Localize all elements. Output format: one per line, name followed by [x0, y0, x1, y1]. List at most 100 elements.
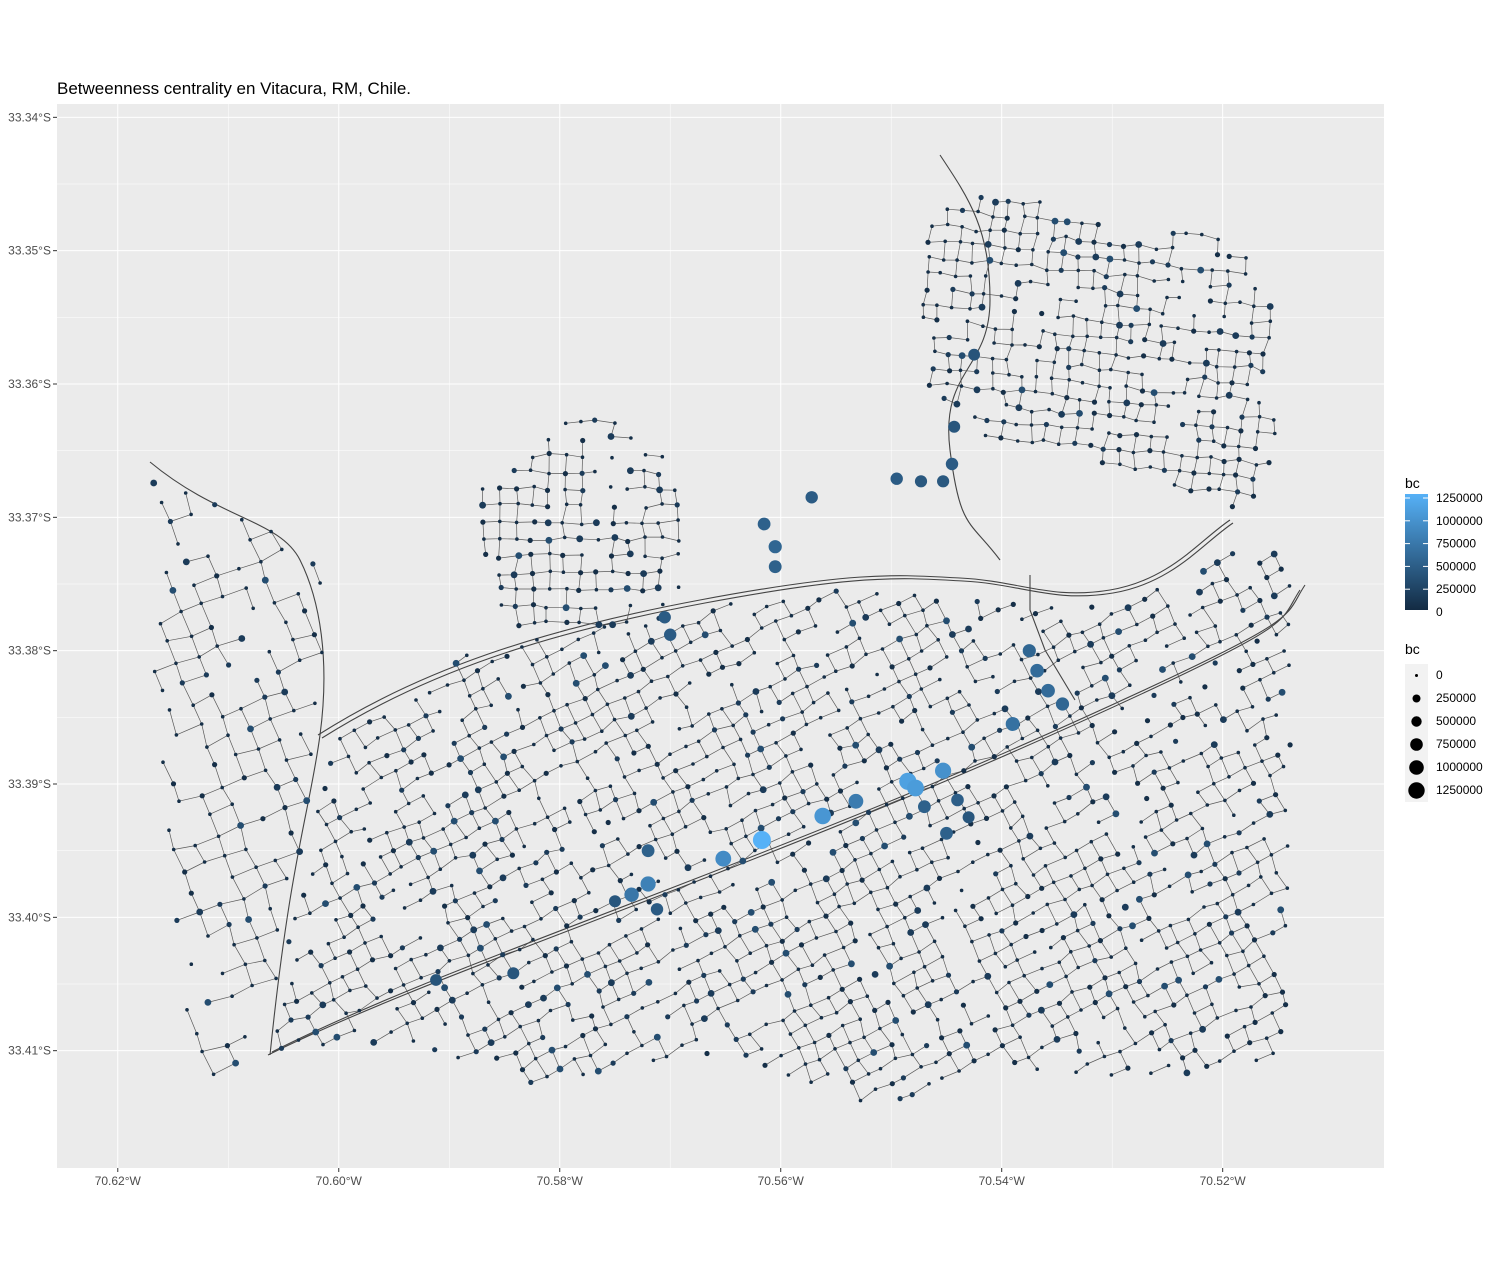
street-node — [1139, 388, 1146, 394]
street-node — [532, 979, 536, 984]
street-node — [984, 417, 990, 424]
street-node — [591, 829, 597, 835]
street-node — [623, 696, 627, 700]
street-node — [636, 844, 642, 850]
street-node — [1170, 230, 1176, 236]
street-node — [701, 631, 709, 639]
street-node — [696, 739, 701, 744]
street-node — [500, 753, 507, 761]
street-node — [518, 1024, 522, 1029]
street-node — [971, 979, 975, 984]
street-node — [823, 913, 829, 919]
highlight-nodes — [430, 348, 1070, 986]
street-node — [1035, 215, 1040, 220]
street-node — [477, 944, 484, 952]
y-axis: 33.34°S33.35°S33.36°S33.37°S33.38°S33.39… — [8, 110, 57, 1058]
street-node — [626, 550, 634, 558]
street-node — [950, 286, 956, 292]
size-legend-label: 500000 — [1436, 714, 1476, 728]
street-node — [245, 916, 253, 923]
street-node — [838, 830, 843, 834]
street-node — [901, 993, 906, 998]
street-node — [1041, 438, 1046, 442]
street-node — [926, 270, 930, 274]
street-node — [617, 878, 623, 884]
street-edge-group — [154, 492, 323, 1075]
street-node — [367, 760, 371, 765]
high-bc-node — [715, 850, 732, 867]
street-node — [1120, 243, 1127, 249]
street-node — [1241, 949, 1245, 954]
street-node — [1116, 321, 1123, 329]
street-node — [797, 1046, 801, 1050]
street-node — [1244, 923, 1250, 929]
street-node — [625, 487, 629, 491]
size-legend-title: bc — [1405, 641, 1420, 657]
street-node — [976, 801, 980, 805]
street-node — [248, 538, 252, 542]
street-node — [814, 662, 820, 669]
street-node — [919, 687, 924, 691]
street-node — [678, 926, 683, 931]
street-node — [1246, 963, 1251, 968]
street-node — [1249, 1005, 1253, 1009]
street-node — [628, 603, 633, 608]
street-node — [1221, 472, 1226, 477]
street-node — [578, 503, 583, 507]
street-node — [1222, 314, 1226, 319]
street-node — [1071, 314, 1076, 318]
street-node — [580, 437, 586, 444]
street-node — [862, 1035, 866, 1040]
street-node — [1028, 279, 1033, 284]
street-node — [1090, 684, 1094, 688]
street-node — [282, 1002, 287, 1007]
street-node — [764, 983, 769, 988]
street-node — [919, 649, 924, 653]
street-node — [1074, 690, 1080, 696]
street-node — [171, 847, 176, 852]
street-node — [1226, 282, 1232, 288]
street-node — [781, 599, 786, 604]
street-node — [546, 450, 552, 457]
street-node — [1264, 1036, 1269, 1040]
street-node — [844, 645, 849, 649]
street-node — [802, 982, 808, 988]
street-node — [1177, 468, 1182, 473]
street-node — [936, 799, 941, 803]
street-node — [752, 612, 757, 617]
street-node — [1049, 606, 1054, 610]
y-tick-label: 33.41°S — [8, 1044, 51, 1058]
street-node — [1126, 370, 1130, 375]
street-node — [974, 598, 980, 605]
street-node — [676, 585, 681, 589]
street-node — [1034, 374, 1039, 379]
street-node — [591, 631, 596, 635]
street-node — [592, 1026, 599, 1032]
street-node — [1070, 990, 1074, 994]
street-node — [385, 830, 389, 835]
street-node — [1204, 1063, 1210, 1069]
street-node — [1260, 369, 1266, 375]
street-node — [1192, 1011, 1197, 1015]
street-node — [556, 1065, 564, 1073]
street-node — [936, 875, 943, 882]
street-node — [1089, 604, 1095, 610]
street-node — [189, 634, 194, 639]
street-node — [999, 261, 1004, 266]
street-node — [1148, 307, 1152, 312]
street-node — [255, 936, 259, 940]
street-node — [943, 617, 950, 625]
street-node — [483, 921, 490, 928]
street-node — [975, 839, 981, 846]
street-node — [1039, 927, 1045, 934]
street-node — [388, 988, 394, 994]
street-node — [1131, 450, 1136, 455]
street-node — [1106, 913, 1112, 919]
street-node — [1039, 310, 1045, 317]
street-node — [544, 519, 552, 527]
street-node — [1200, 567, 1207, 575]
street-node — [664, 1054, 669, 1059]
street-node — [239, 706, 243, 711]
street-node — [1273, 431, 1277, 436]
